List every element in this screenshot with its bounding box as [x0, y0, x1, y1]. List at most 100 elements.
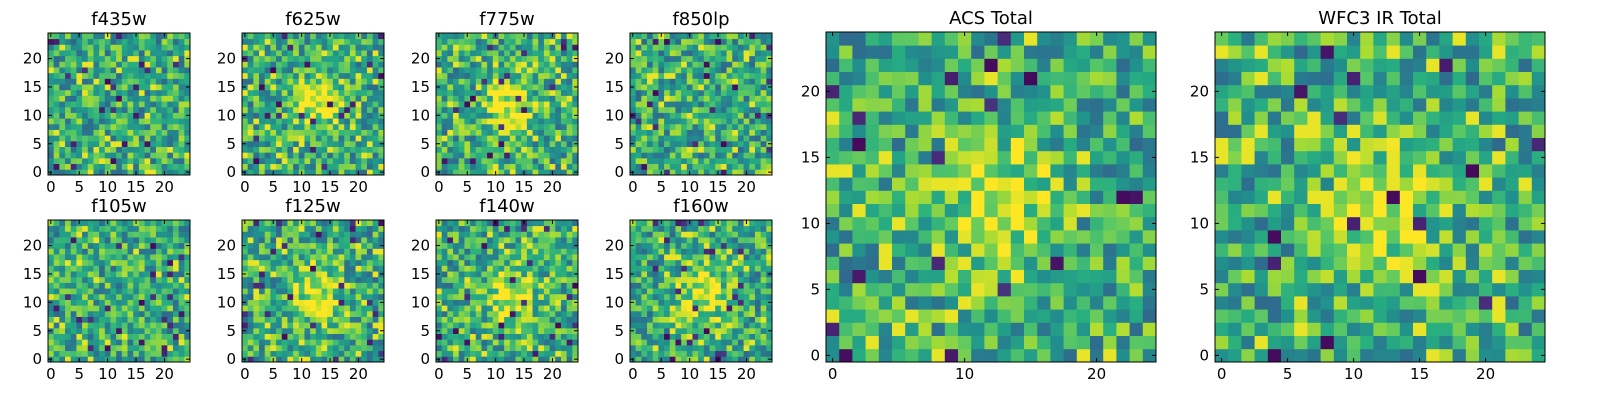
heatmap-cell: [566, 101, 573, 108]
heatmap-cell: [470, 242, 477, 249]
heatmap-cell: [99, 316, 106, 323]
heatmap-cell: [93, 271, 100, 278]
heatmap-cell: [566, 72, 573, 79]
heatmap-cell: [104, 78, 111, 85]
heatmap-cell: [509, 140, 516, 147]
heatmap-cell: [555, 78, 562, 85]
heatmap-cell: [332, 78, 339, 85]
heatmap-cell: [167, 38, 174, 45]
heatmap-cell: [475, 89, 482, 96]
heatmap-cell: [630, 135, 637, 142]
heatmap-cell: [532, 356, 539, 363]
heatmap-cell: [178, 344, 185, 352]
heatmap-cell: [566, 118, 573, 125]
heatmap-cell: [349, 84, 356, 91]
heatmap-cell: [749, 55, 756, 62]
heatmap-cell: [458, 157, 465, 165]
heatmap-cell: [65, 129, 72, 136]
heatmap-cell: [681, 84, 688, 91]
heatmap-cell: [178, 78, 185, 85]
heatmap-cell: [161, 152, 168, 159]
heatmap-cell: [754, 322, 762, 329]
heatmap-cell: [281, 78, 288, 85]
heatmap-cell: [184, 135, 191, 142]
heatmap-cell: [65, 271, 72, 278]
heatmap-cell: [481, 288, 488, 295]
heatmap-cell: [652, 327, 659, 334]
heatmap-cell: [726, 339, 733, 346]
heatmap-cell: [669, 339, 676, 346]
heatmap-cell: [276, 38, 283, 45]
heatmap-cell: [338, 350, 345, 357]
heatmap-cell: [287, 140, 294, 147]
heatmap-cell: [104, 225, 111, 232]
heatmap-cell: [93, 259, 100, 266]
heatmap-cell: [242, 146, 249, 153]
heatmap-cell: [549, 231, 556, 238]
heatmap-cell: [332, 276, 339, 283]
y-tick-label: 10: [23, 293, 42, 311]
heatmap-cell: [549, 350, 556, 357]
heatmap-cell: [538, 55, 545, 62]
heatmap-cell: [264, 231, 271, 238]
heatmap-cell: [361, 55, 368, 62]
heatmap-cell: [464, 225, 471, 232]
heatmap-cell: [641, 276, 648, 283]
heatmap-cell: [521, 135, 528, 142]
heatmap-cell: [155, 327, 162, 334]
heatmap-cell: [549, 61, 556, 68]
heatmap-cell: [178, 231, 185, 238]
heatmap-cell: [53, 356, 60, 363]
heatmap-cell: [475, 356, 482, 363]
heatmap-cell: [504, 163, 511, 170]
heatmap-cell: [543, 339, 550, 346]
heatmap-cell: [76, 237, 83, 244]
heatmap-cell: [630, 282, 637, 289]
heatmap-cell: [355, 259, 362, 266]
heatmap-cell: [572, 310, 579, 317]
heatmap-cell: [59, 310, 66, 317]
heatmap-cell: [242, 225, 249, 232]
heatmap-cell: [270, 327, 277, 334]
heatmap-cell: [720, 61, 727, 68]
heatmap-cell: [65, 95, 72, 102]
heatmap-cell: [332, 220, 339, 227]
heatmap-cell: [538, 276, 545, 283]
heatmap-cell: [178, 288, 185, 295]
heatmap-cell: [276, 316, 283, 323]
heatmap-cell: [276, 129, 283, 136]
heatmap-cell: [664, 72, 671, 79]
heatmap-cell: [681, 293, 688, 300]
heatmap-cell: [703, 72, 710, 79]
heatmap-cell: [635, 344, 642, 352]
heatmap-cell: [732, 157, 739, 165]
heatmap-cell: [630, 129, 637, 136]
heatmap-cell: [293, 78, 300, 85]
heatmap-cell: [184, 344, 191, 352]
x-tick-label: 20: [155, 365, 174, 383]
x-tick-label: 10: [292, 178, 311, 196]
heatmap-cell: [110, 259, 117, 266]
heatmap-cell: [59, 259, 66, 266]
heatmap-cell: [76, 72, 83, 79]
heatmap-cell: [692, 350, 699, 357]
heatmap-cell: [698, 152, 705, 159]
heatmap-cell: [475, 38, 482, 45]
heatmap-cell: [310, 248, 317, 255]
heatmap-cell: [669, 152, 676, 159]
heatmap-cell: [492, 89, 499, 96]
heatmap-cell: [99, 288, 106, 295]
heatmap-cell: [709, 135, 716, 142]
heatmap-cell: [378, 50, 385, 57]
heatmap-cell: [566, 356, 573, 363]
heatmap-cell: [293, 118, 300, 125]
heatmap-cell: [321, 288, 328, 295]
heatmap-cell: [675, 305, 682, 312]
heatmap-cell: [82, 310, 89, 317]
heatmap-cell: [276, 310, 283, 317]
heatmap-cell: [732, 327, 739, 334]
heatmap-cell: [270, 254, 277, 261]
heatmap-cell: [104, 231, 111, 238]
heatmap-cell: [104, 299, 111, 306]
heatmap-cell: [327, 327, 334, 334]
